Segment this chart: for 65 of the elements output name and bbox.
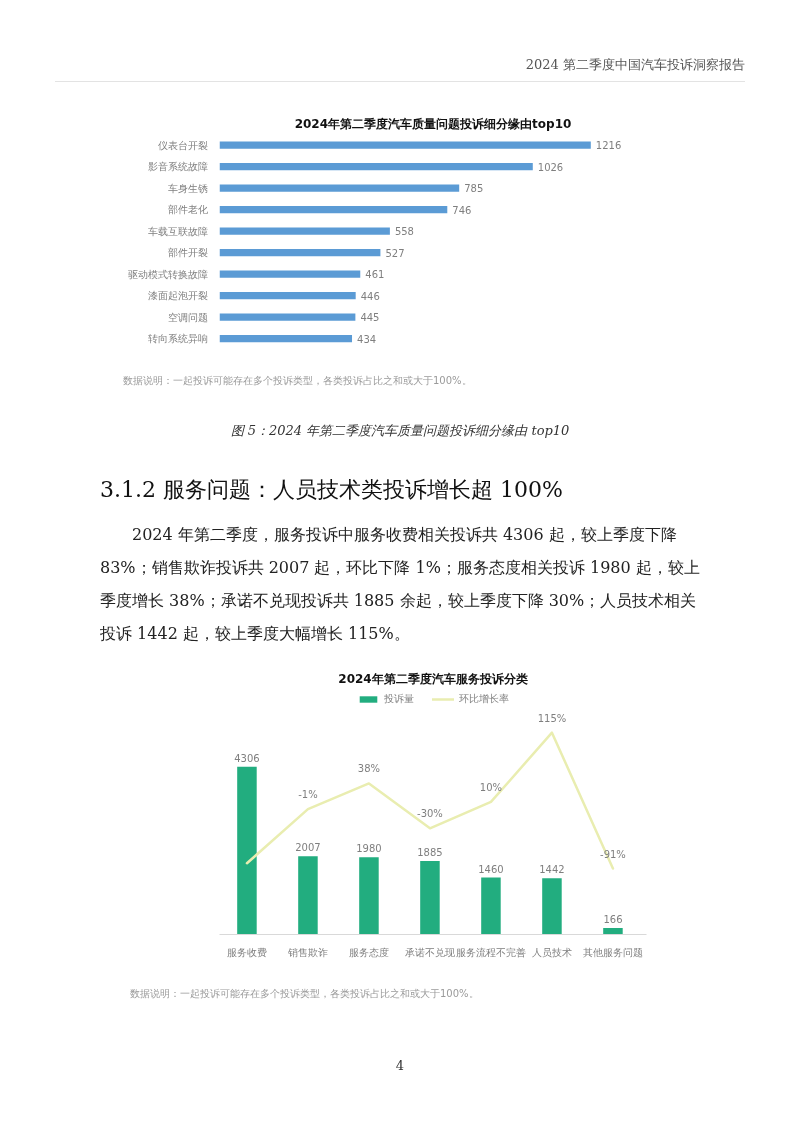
data-label: 115% (537, 712, 567, 724)
x-tick-label: 其他服务问题 (582, 946, 643, 958)
bar (219, 292, 356, 300)
data-label: 4306 (234, 752, 260, 764)
bar (219, 184, 460, 192)
data-label: -30% (417, 808, 443, 820)
chart-title: 2024年第二季度汽车服务投诉分类 (338, 671, 528, 686)
x-tick-label: 承诺不兑现 (404, 946, 455, 958)
text: 2024 年第二季度，服务投诉中服务收费相关投诉共 4306 起，较上季度下降 83%；销售欺诈投诉共 2007 起，环比下降 1%；服务态度相关投诉 1980 起，较上季度增长 38%；承诺不兑现投诉共 1885 余起，较上季度下降 30%；人员技术相关投诉 1442 起，较上季度大幅增长 115%。 (100, 524, 700, 645)
chart-title: 2024年第二季度汽车质量问题投诉细分缘由top10 (294, 116, 572, 131)
y-tick-label: 漆面起泡开裂 (147, 290, 208, 302)
y-tick-label: 仪表台开裂 (157, 139, 208, 151)
data-label: 166 (603, 914, 623, 926)
data-label: 1216 (595, 140, 622, 152)
x-tick-label: 人员技术 (531, 946, 572, 958)
x-tick-label: 服务流程不完善 (455, 946, 526, 958)
data-label: 38% (357, 763, 381, 775)
bar (481, 877, 501, 935)
legend-label: 环比增长率 (458, 692, 509, 706)
text: 2024 第二季度中国汽车投诉洞察报告 (55, 56, 745, 82)
data-label: 10% (479, 781, 503, 793)
data-label: 746 (452, 204, 472, 216)
data-label: 2007 (295, 842, 321, 854)
y-tick-label: 部件开裂 (167, 247, 208, 259)
text: 3.1.2 服务问题：人员技术类投诉增长超 100% (100, 476, 564, 504)
bar (359, 857, 379, 935)
bar (219, 335, 353, 343)
data-label: 461 (365, 269, 385, 281)
data-label: 1026 (537, 161, 564, 173)
legend-label: 投诉量 (383, 692, 414, 706)
caption: 图 5：2024 年第二季度汽车质量问题投诉细分缘由 top10 (229, 422, 571, 440)
bar (219, 270, 361, 278)
bar (219, 249, 381, 257)
data-label: 1885 (417, 847, 443, 859)
bar (219, 206, 448, 214)
y-tick-label: 驱动模式转换故障 (127, 268, 208, 280)
bar (237, 766, 257, 935)
x-tick-label: 服务收费 (226, 946, 267, 958)
data-label: 434 (357, 333, 377, 345)
bar (219, 313, 356, 321)
y-tick-label: 影音系统故障 (147, 161, 208, 173)
bar (603, 928, 623, 935)
data-label: 446 (360, 290, 380, 302)
y-tick-label: 车载互联故障 (147, 225, 208, 237)
data-label: 558 (394, 226, 414, 238)
y-tick-label: 车身生锈 (167, 182, 208, 194)
bar (219, 227, 390, 235)
bar (542, 878, 562, 935)
data-label: 1460 (478, 863, 504, 875)
x-tick-label: 销售欺诈 (286, 946, 328, 958)
data-label: -1% (298, 789, 318, 801)
bar (420, 861, 440, 935)
data-label: 1980 (356, 843, 382, 855)
y-tick-label: 空调问题 (167, 311, 208, 323)
x-tick-label: 服务态度 (348, 946, 389, 958)
bar (298, 856, 318, 935)
bar (219, 141, 591, 149)
data-label: 785 (464, 183, 484, 195)
data-label: 445 (360, 312, 380, 324)
data-label: 1442 (539, 864, 565, 876)
text: 4 (394, 1057, 406, 1075)
data-label: 527 (385, 247, 405, 259)
bar (219, 163, 533, 171)
y-tick-label: 转向系统异响 (147, 333, 208, 345)
y-tick-label: 部件老化 (167, 204, 208, 216)
